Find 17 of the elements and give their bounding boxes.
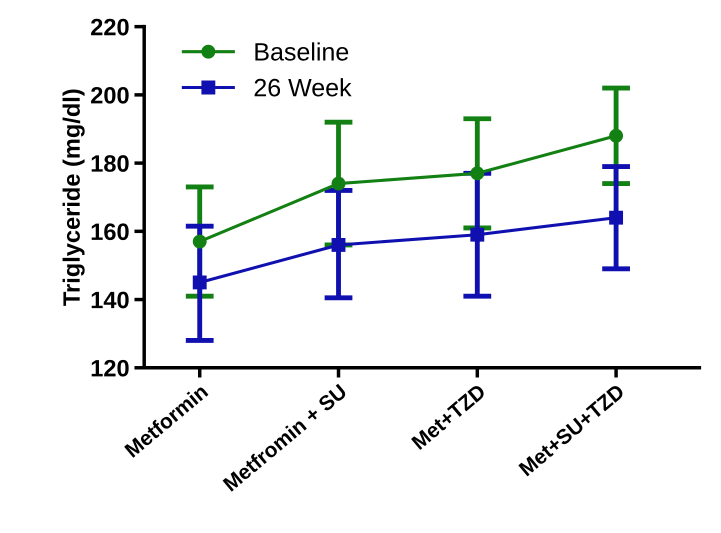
legend-label: Baseline xyxy=(255,42,348,61)
point xyxy=(332,176,346,191)
point xyxy=(470,166,484,180)
y-axis-title: Triglyceride (mg/dl) xyxy=(62,89,85,306)
point xyxy=(192,234,207,248)
y-tick-label: 140 xyxy=(92,292,129,308)
point xyxy=(192,276,207,290)
legend-label: 26 Week xyxy=(254,78,352,96)
y-tick-label: 180 xyxy=(92,155,129,172)
point xyxy=(470,228,484,242)
point xyxy=(609,210,624,225)
y-tick-label: 160 xyxy=(92,223,129,240)
y-tick-label: 220 xyxy=(91,18,129,36)
point xyxy=(609,128,624,143)
y-tick-label: 120 xyxy=(92,360,129,377)
y-tick-label: 200 xyxy=(91,86,129,104)
point xyxy=(332,238,346,252)
